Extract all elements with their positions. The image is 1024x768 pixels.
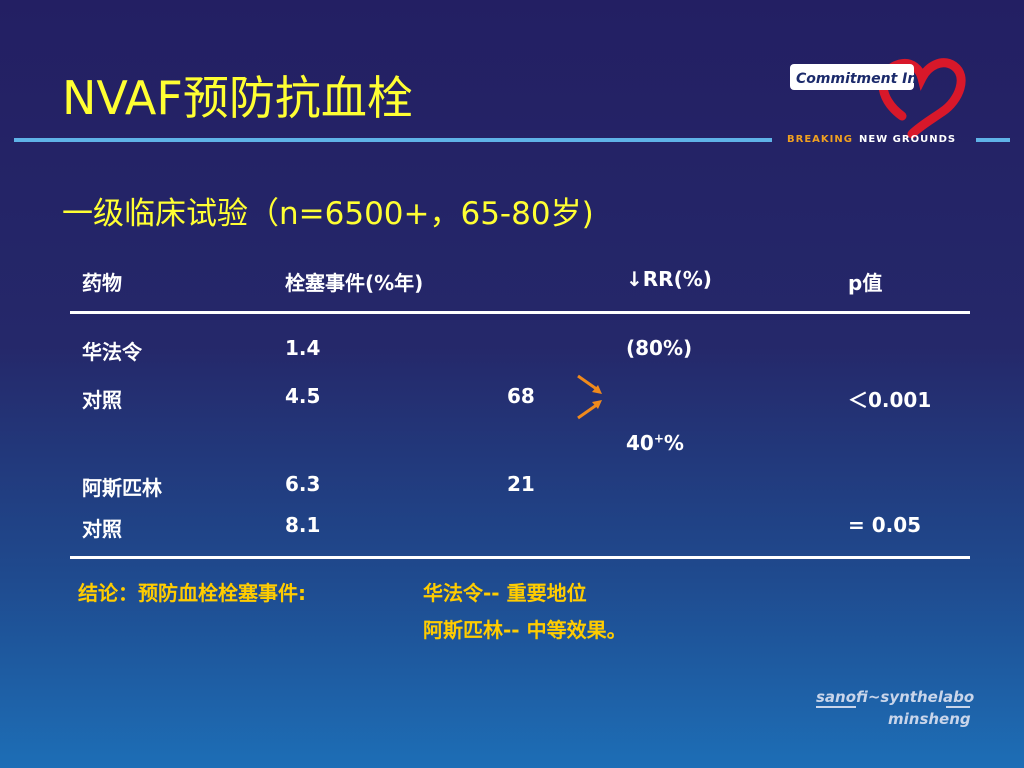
svg-text:Commitment In: Commitment In	[796, 71, 917, 87]
tagline-new-grounds: NEW GROUNDS	[858, 134, 957, 145]
row-aspirin-events: 6.3	[285, 472, 321, 496]
row-control1-p: ＜0.001	[848, 388, 932, 412]
tagline-breaking: BREAKING	[787, 134, 853, 145]
table-top-rule	[70, 311, 970, 314]
row-warfarin-rr: (80%)	[626, 336, 693, 360]
rr-40-sup: +	[653, 431, 664, 446]
header-rr: ↓RR(%)	[626, 267, 712, 291]
row-control1-reduction: 68	[507, 384, 535, 408]
orange-arrows-icon	[577, 374, 602, 420]
conclusion-line1: 华法令-- 重要地位	[423, 581, 587, 605]
table-bottom-rule	[70, 556, 970, 559]
row-control1-events: 4.5	[285, 384, 321, 408]
header-p-value: p值	[848, 271, 883, 295]
title-divider-left	[14, 138, 772, 142]
conclusion-label: 结论：预防血栓栓塞事件:	[78, 581, 306, 605]
row-aspirin-reduction: 21	[507, 472, 535, 496]
down-arrow-icon: ↓	[626, 267, 643, 291]
row-control2-events: 8.1	[285, 513, 321, 537]
logo-tagline: BREAKING NEW GROUNDS	[787, 134, 956, 145]
slide-subtitle: 一级临床试验（n=6500+，65-80岁)	[62, 196, 594, 232]
rr-40-tail: %	[663, 431, 684, 455]
row-aspirin-drug: 阿斯匹林	[82, 476, 162, 500]
conclusion-line2: 阿斯匹林-- 中等效果。	[423, 618, 627, 642]
row-warfarin-events: 1.4	[285, 336, 321, 360]
row-control2-p: = 0.05	[848, 513, 922, 537]
row-rr-40-percent: 40+%	[626, 431, 684, 455]
slide-title: NVAF预防抗血栓	[62, 71, 413, 125]
rr-40-value: 40	[626, 431, 654, 455]
header-drug: 药物	[82, 271, 122, 295]
header-events: 栓塞事件(%年)	[285, 271, 424, 295]
row-control1-drug: 对照	[82, 388, 122, 412]
brand-underline-right	[946, 706, 970, 708]
row-warfarin-drug: 华法令	[82, 340, 142, 364]
commitment-logo: Commitment In	[790, 58, 966, 139]
title-divider-right	[976, 138, 1010, 142]
header-rr-label: RR(%)	[642, 267, 712, 291]
brand-minsheng: minsheng	[888, 710, 971, 728]
row-control2-drug: 对照	[82, 517, 122, 541]
brand-underline-left	[816, 706, 856, 708]
brand-sanofi: sanofi~synthelabo	[816, 688, 975, 706]
